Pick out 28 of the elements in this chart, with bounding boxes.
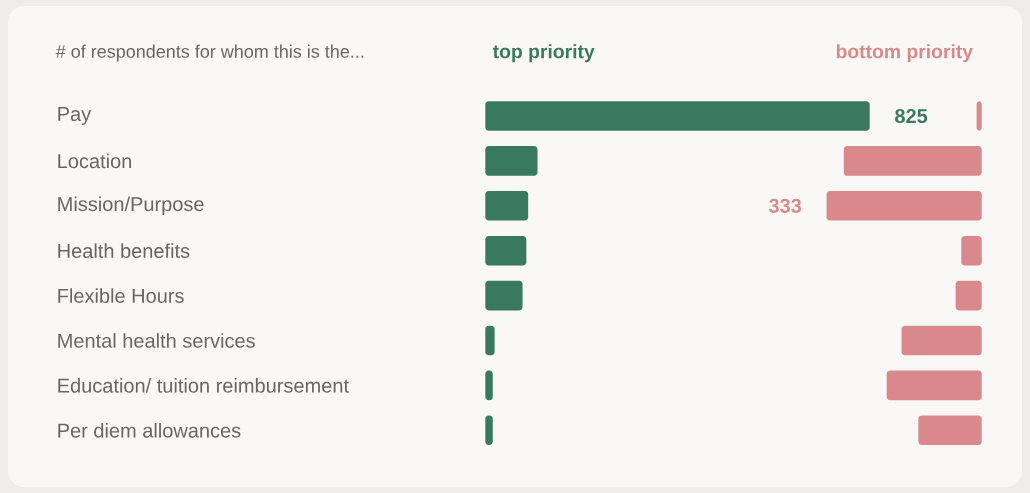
bar (843, 146, 982, 176)
text: top priority (492, 44, 595, 63)
bar (485, 190, 529, 221)
bar (485, 415, 493, 446)
y-tick-label: Education/ tuition reimbursement (58, 378, 349, 393)
y-tick-label: Per diem allowances (58, 422, 241, 438)
y-tick-label: Health benefits (58, 243, 190, 259)
bar (485, 370, 493, 401)
text: bottom priority (836, 44, 973, 63)
y-tick-label: Mission/Purpose (58, 196, 204, 216)
bar (485, 101, 870, 131)
bar (961, 235, 982, 266)
y-tick-label: Location (58, 153, 132, 169)
bar (485, 235, 527, 266)
y-tick-label: Flexible Hours (58, 288, 184, 303)
text: # of respondents for whom this is the... (55, 44, 364, 62)
y-tick-label: Pay (58, 107, 92, 125)
bar (485, 280, 523, 311)
data-label: 333 (768, 198, 802, 213)
bar (485, 146, 538, 176)
bar (955, 280, 982, 311)
bar (901, 325, 982, 356)
bar (886, 370, 982, 401)
data-label: 825 (895, 108, 928, 124)
bar (485, 325, 495, 356)
bar (918, 415, 982, 446)
y-tick-label: Mental health services (58, 333, 255, 348)
bar (826, 190, 982, 221)
